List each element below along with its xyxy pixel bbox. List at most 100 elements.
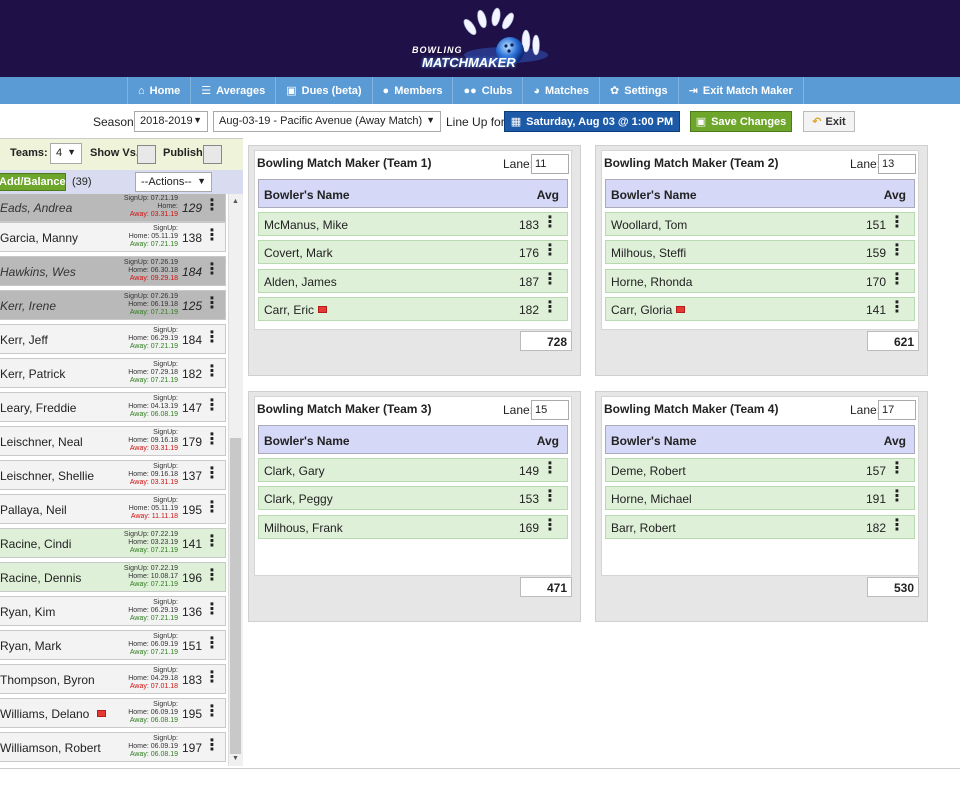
nav-dues[interactable]: ▣ Dues (beta) xyxy=(276,77,373,104)
kebab-menu-icon[interactable]: ⋮ xyxy=(542,488,558,505)
kebab-menu-icon[interactable]: ⋮ xyxy=(204,635,220,652)
nav-matches[interactable]: ◕ Matches xyxy=(523,77,601,104)
bowling-matchmaker-logo[interactable]: BOWLING MATCHMAKER xyxy=(408,5,552,75)
nav-exit-match-maker[interactable]: ⇥ Exit Match Maker xyxy=(679,77,804,104)
roster-row[interactable]: Leischner, Neal SignUp: Home: 09.16.18 Away… xyxy=(0,426,226,456)
kebab-menu-icon[interactable]: ⋮ xyxy=(542,299,558,316)
kebab-menu-icon[interactable]: ⋮ xyxy=(204,261,220,278)
teams-count-select[interactable]: 4 ▼ xyxy=(50,143,82,164)
team-bowler-row[interactable]: Milhous, Frank 169 ⋮ xyxy=(258,515,568,539)
roster-scroll-thumb[interactable] xyxy=(230,438,241,754)
nav-members[interactable]: ● Members xyxy=(373,77,454,104)
nav-clubs[interactable]: ●● Clubs xyxy=(453,77,524,104)
scroll-up-icon[interactable]: ▲ xyxy=(232,198,239,205)
team-bowler-row[interactable]: McManus, Mike 183 ⋮ xyxy=(258,212,568,236)
roster-row[interactable]: Racine, Dennis SignUp: 07.22.19 Home: 10.0… xyxy=(0,562,226,592)
save-changes-button[interactable]: ▣ Save Changes xyxy=(690,111,792,132)
team-bowler-row[interactable]: Clark, Gary 149 ⋮ xyxy=(258,458,568,482)
kebab-menu-icon[interactable]: ⋮ xyxy=(204,431,220,448)
kebab-menu-icon[interactable]: ⋮ xyxy=(204,703,220,720)
season-select[interactable]: 2018-2019 ▼ xyxy=(134,111,208,132)
team-bowler-row[interactable]: Carr, Eric 182 ⋮ xyxy=(258,297,568,321)
kebab-menu-icon[interactable]: ⋮ xyxy=(204,533,220,550)
kebab-menu-icon[interactable]: ⋮ xyxy=(542,242,558,259)
team-bowler-row[interactable]: Deme, Robert 157 ⋮ xyxy=(605,458,915,482)
kebab-menu-icon[interactable]: ⋮ xyxy=(204,363,220,380)
actions-select[interactable]: --Actions-- ▼ xyxy=(135,172,212,192)
add-balance-button[interactable]: Add/Balance xyxy=(0,173,66,191)
kebab-menu-icon[interactable]: ⋮ xyxy=(542,517,558,534)
signup-date: SignUp: xyxy=(153,667,178,674)
team-bowler-row[interactable]: Woollard, Tom 151 ⋮ xyxy=(605,212,915,236)
roster-row[interactable]: Garcia, Manny SignUp: Home: 05.11.19 Away: … xyxy=(0,222,226,252)
col-avg: Avg xyxy=(883,188,906,202)
exit-button[interactable]: ↶ Exit xyxy=(803,111,855,132)
nav-averages[interactable]: ☰ Averages xyxy=(191,77,277,104)
roster-row[interactable]: Williams, Delano SignUp: Home: 06.09.19 Awa… xyxy=(0,698,226,728)
team-bowler-row[interactable]: Covert, Mark 176 ⋮ xyxy=(258,240,568,264)
kebab-menu-icon[interactable]: ⋮ xyxy=(204,197,220,214)
show-vs-checkbox[interactable] xyxy=(137,145,156,164)
roster-row[interactable]: Eads, Andrea SignUp: 07.21.19 Home: Away: 0… xyxy=(0,194,226,222)
kebab-menu-icon[interactable]: ⋮ xyxy=(204,329,220,346)
bowler-average: 147 xyxy=(182,401,203,415)
publish-checkbox[interactable] xyxy=(203,145,222,164)
roster-row[interactable]: Kerr, Irene SignUp: 07.26.19 Home: 06.19.1… xyxy=(0,290,226,320)
lane-input[interactable]: 17 xyxy=(878,400,916,420)
kebab-menu-icon[interactable]: ⋮ xyxy=(542,271,558,288)
kebab-menu-icon[interactable]: ⋮ xyxy=(204,601,220,618)
bowler-name: Williamson, Robert xyxy=(0,741,101,755)
kebab-menu-icon[interactable]: ⋮ xyxy=(889,488,905,505)
roster-row[interactable]: Leischner, Shellie SignUp: Home: 09.16.18 A… xyxy=(0,460,226,490)
kebab-menu-icon[interactable]: ⋮ xyxy=(204,669,220,686)
team-bowler-row[interactable]: Carr, Gloria 141 ⋮ xyxy=(605,297,915,321)
roster-row[interactable]: Ryan, Mark SignUp: Home: 06.09.19 Away: 07.… xyxy=(0,630,226,660)
roster-row[interactable]: Leary, Freddie SignUp: Home: 04.13.19 Away:… xyxy=(0,392,226,422)
bowler-dates: SignUp: Home: 06.29.19 Away: 07.21.19 xyxy=(118,599,178,623)
lineup-date-button[interactable]: ▦ Saturday, Aug 03 @ 1:00 PM xyxy=(504,111,680,132)
roster-row[interactable]: Ryan, Kim SignUp: Home: 06.29.19 Away: 07.2… xyxy=(0,596,226,626)
scroll-down-icon[interactable]: ▼ xyxy=(232,755,239,762)
team-bowler-row[interactable]: Barr, Robert 182 ⋮ xyxy=(605,515,915,539)
lane-input[interactable]: 11 xyxy=(531,154,569,174)
kebab-menu-icon[interactable]: ⋮ xyxy=(204,737,220,754)
kebab-menu-icon[interactable]: ⋮ xyxy=(889,460,905,477)
team-bowler-row[interactable]: Horne, Rhonda 170 ⋮ xyxy=(605,269,915,293)
roster-row[interactable]: Hawkins, Wes SignUp: 07.26.19 Home: 06.30.… xyxy=(0,256,226,286)
roster-row[interactable]: Williamson, Robert SignUp: Home: 06.09.19 A… xyxy=(0,732,226,762)
home-date: Home: 04.29.18 xyxy=(128,675,178,682)
lane-input[interactable]: 13 xyxy=(878,154,916,174)
kebab-menu-icon[interactable]: ⋮ xyxy=(889,299,905,316)
nav-settings[interactable]: ✿ Settings xyxy=(600,77,679,104)
team-bowler-row[interactable]: Clark, Peggy 153 ⋮ xyxy=(258,486,568,510)
roster-row[interactable]: Thompson, Byron SignUp: Home: 04.29.18 Away… xyxy=(0,664,226,694)
team-bowler-row[interactable]: Milhous, Steffi 159 ⋮ xyxy=(605,240,915,264)
bowler-dates: SignUp: 07.26.19 Home: 06.19.18 Away: 07.2… xyxy=(118,293,178,317)
roster-row[interactable]: Pallaya, Neil SignUp: Home: 05.11.19 Away: … xyxy=(0,494,226,524)
kebab-menu-icon[interactable]: ⋮ xyxy=(889,242,905,259)
team-bowler-row[interactable]: Alden, James 187 ⋮ xyxy=(258,269,568,293)
match-select[interactable]: Aug-03-19 - Pacific Avenue (Away Match) ▼ xyxy=(213,111,441,132)
flag-icon xyxy=(318,306,327,313)
nav-home-label: Home xyxy=(149,84,181,97)
kebab-menu-icon[interactable]: ⋮ xyxy=(204,499,220,516)
lane-input[interactable]: 15 xyxy=(531,400,569,420)
kebab-menu-icon[interactable]: ⋮ xyxy=(204,227,220,244)
kebab-menu-icon[interactable]: ⋮ xyxy=(204,397,220,414)
nav-home[interactable]: ⌂ Home xyxy=(127,77,192,104)
bowler-average: 195 xyxy=(182,707,203,721)
roster-row[interactable]: Kerr, Jeff SignUp: Home: 06.29.19 Away: 07.… xyxy=(0,324,226,354)
team-bowler-row[interactable]: Horne, Michael 191 ⋮ xyxy=(605,486,915,510)
team-bowler-name: Deme, Robert xyxy=(611,464,686,478)
kebab-menu-icon[interactable]: ⋮ xyxy=(889,271,905,288)
kebab-menu-icon[interactable]: ⋮ xyxy=(542,214,558,231)
kebab-menu-icon[interactable]: ⋮ xyxy=(542,460,558,477)
kebab-menu-icon[interactable]: ⋮ xyxy=(204,567,220,584)
flag-icon xyxy=(97,710,106,717)
kebab-menu-icon[interactable]: ⋮ xyxy=(889,214,905,231)
roster-row[interactable]: Racine, Cindi SignUp: 07.22.19 Home: 03.23… xyxy=(0,528,226,558)
roster-row[interactable]: Kerr, Patrick SignUp: Home: 07.29.18 Away: … xyxy=(0,358,226,388)
kebab-menu-icon[interactable]: ⋮ xyxy=(889,517,905,534)
kebab-menu-icon[interactable]: ⋮ xyxy=(204,295,220,312)
kebab-menu-icon[interactable]: ⋮ xyxy=(204,465,220,482)
